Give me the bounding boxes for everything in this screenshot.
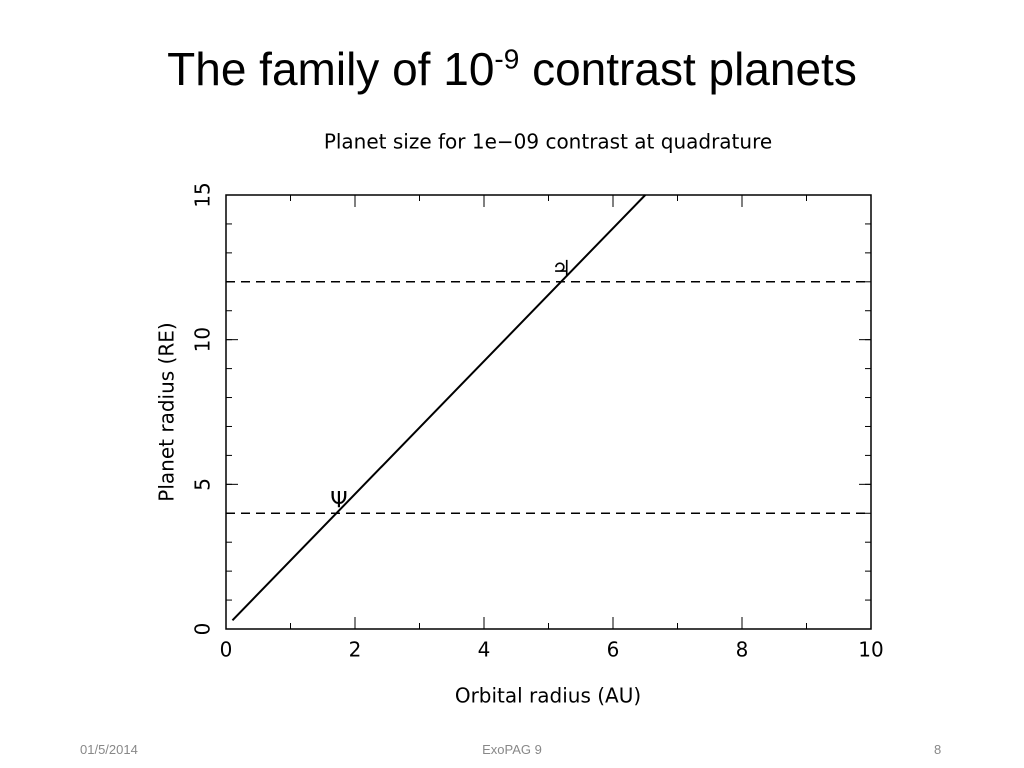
chart-title: Planet size for 1e−09 contrast at quadra…	[324, 130, 772, 154]
x-tick-label: 10	[858, 638, 883, 662]
y-axis-label: Planet radius (RE)	[155, 322, 179, 501]
data-line	[231, 194, 646, 622]
title-text: The family of 10	[167, 43, 495, 95]
chart: Planet size for 1e−09 contrast at quadra…	[155, 130, 884, 708]
title-text: contrast planets	[532, 43, 857, 95]
x-axis-label: Orbital radius (AU)	[455, 684, 641, 708]
y-tick-label: 10	[191, 327, 215, 352]
footer-page: 8	[934, 742, 942, 757]
x-tick-label: 2	[349, 638, 362, 662]
x-tick-label: 6	[607, 638, 620, 662]
x-tick-label: 4	[478, 638, 491, 662]
y-tick-label: 15	[191, 182, 215, 207]
x-tick-label: 8	[736, 638, 749, 662]
footer-event: ExoPAG 9	[482, 742, 542, 757]
annotation: Ψ	[330, 489, 347, 514]
plot-frame	[225, 194, 872, 630]
y-tick-label: 0	[191, 623, 215, 636]
title-superscript: -9	[494, 43, 520, 75]
x-tick-label: 0	[220, 638, 233, 662]
footer-date: 01/5/2014	[80, 742, 138, 757]
y-tick-label: 5	[191, 478, 215, 491]
annotation: ♃	[552, 257, 572, 282]
slide-title: The family of 10-9 contrast planets	[0, 42, 1024, 96]
